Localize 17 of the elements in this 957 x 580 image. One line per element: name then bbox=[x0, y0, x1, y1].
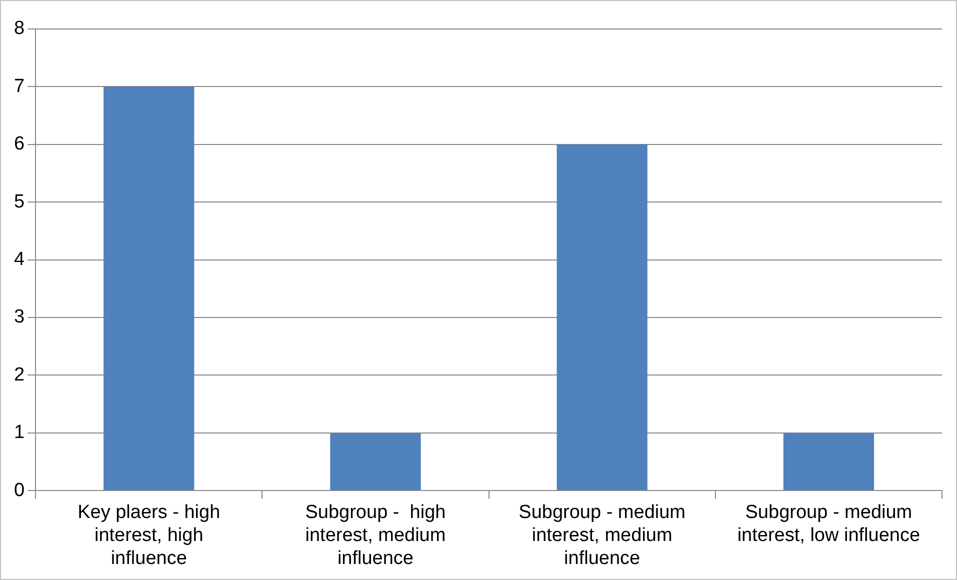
y-tick-label: 0 bbox=[14, 480, 25, 501]
bar bbox=[330, 432, 421, 490]
bar bbox=[556, 144, 648, 490]
y-tick-label: 3 bbox=[14, 306, 25, 328]
x-tick-label: Subgroup - high interest, medium influence bbox=[305, 502, 446, 569]
y-tick-label: 4 bbox=[14, 249, 25, 270]
y-tick-label: 6 bbox=[14, 134, 25, 155]
y-tick-label: 5 bbox=[14, 191, 25, 212]
x-tick-label: Subgroup - medium interest, low influence bbox=[737, 502, 920, 546]
x-tick-label: Subgroup - medium interest, medium influence bbox=[518, 502, 686, 569]
y-tick-label: 1 bbox=[14, 422, 25, 444]
y-tick-label: 2 bbox=[14, 364, 25, 386]
x-tick-label: Key plaers - high interest, high influence bbox=[78, 502, 220, 569]
y-tick-label: 8 bbox=[14, 18, 25, 40]
y-tick-label: 7 bbox=[14, 76, 25, 97]
bar bbox=[783, 432, 874, 490]
bar bbox=[104, 86, 194, 490]
